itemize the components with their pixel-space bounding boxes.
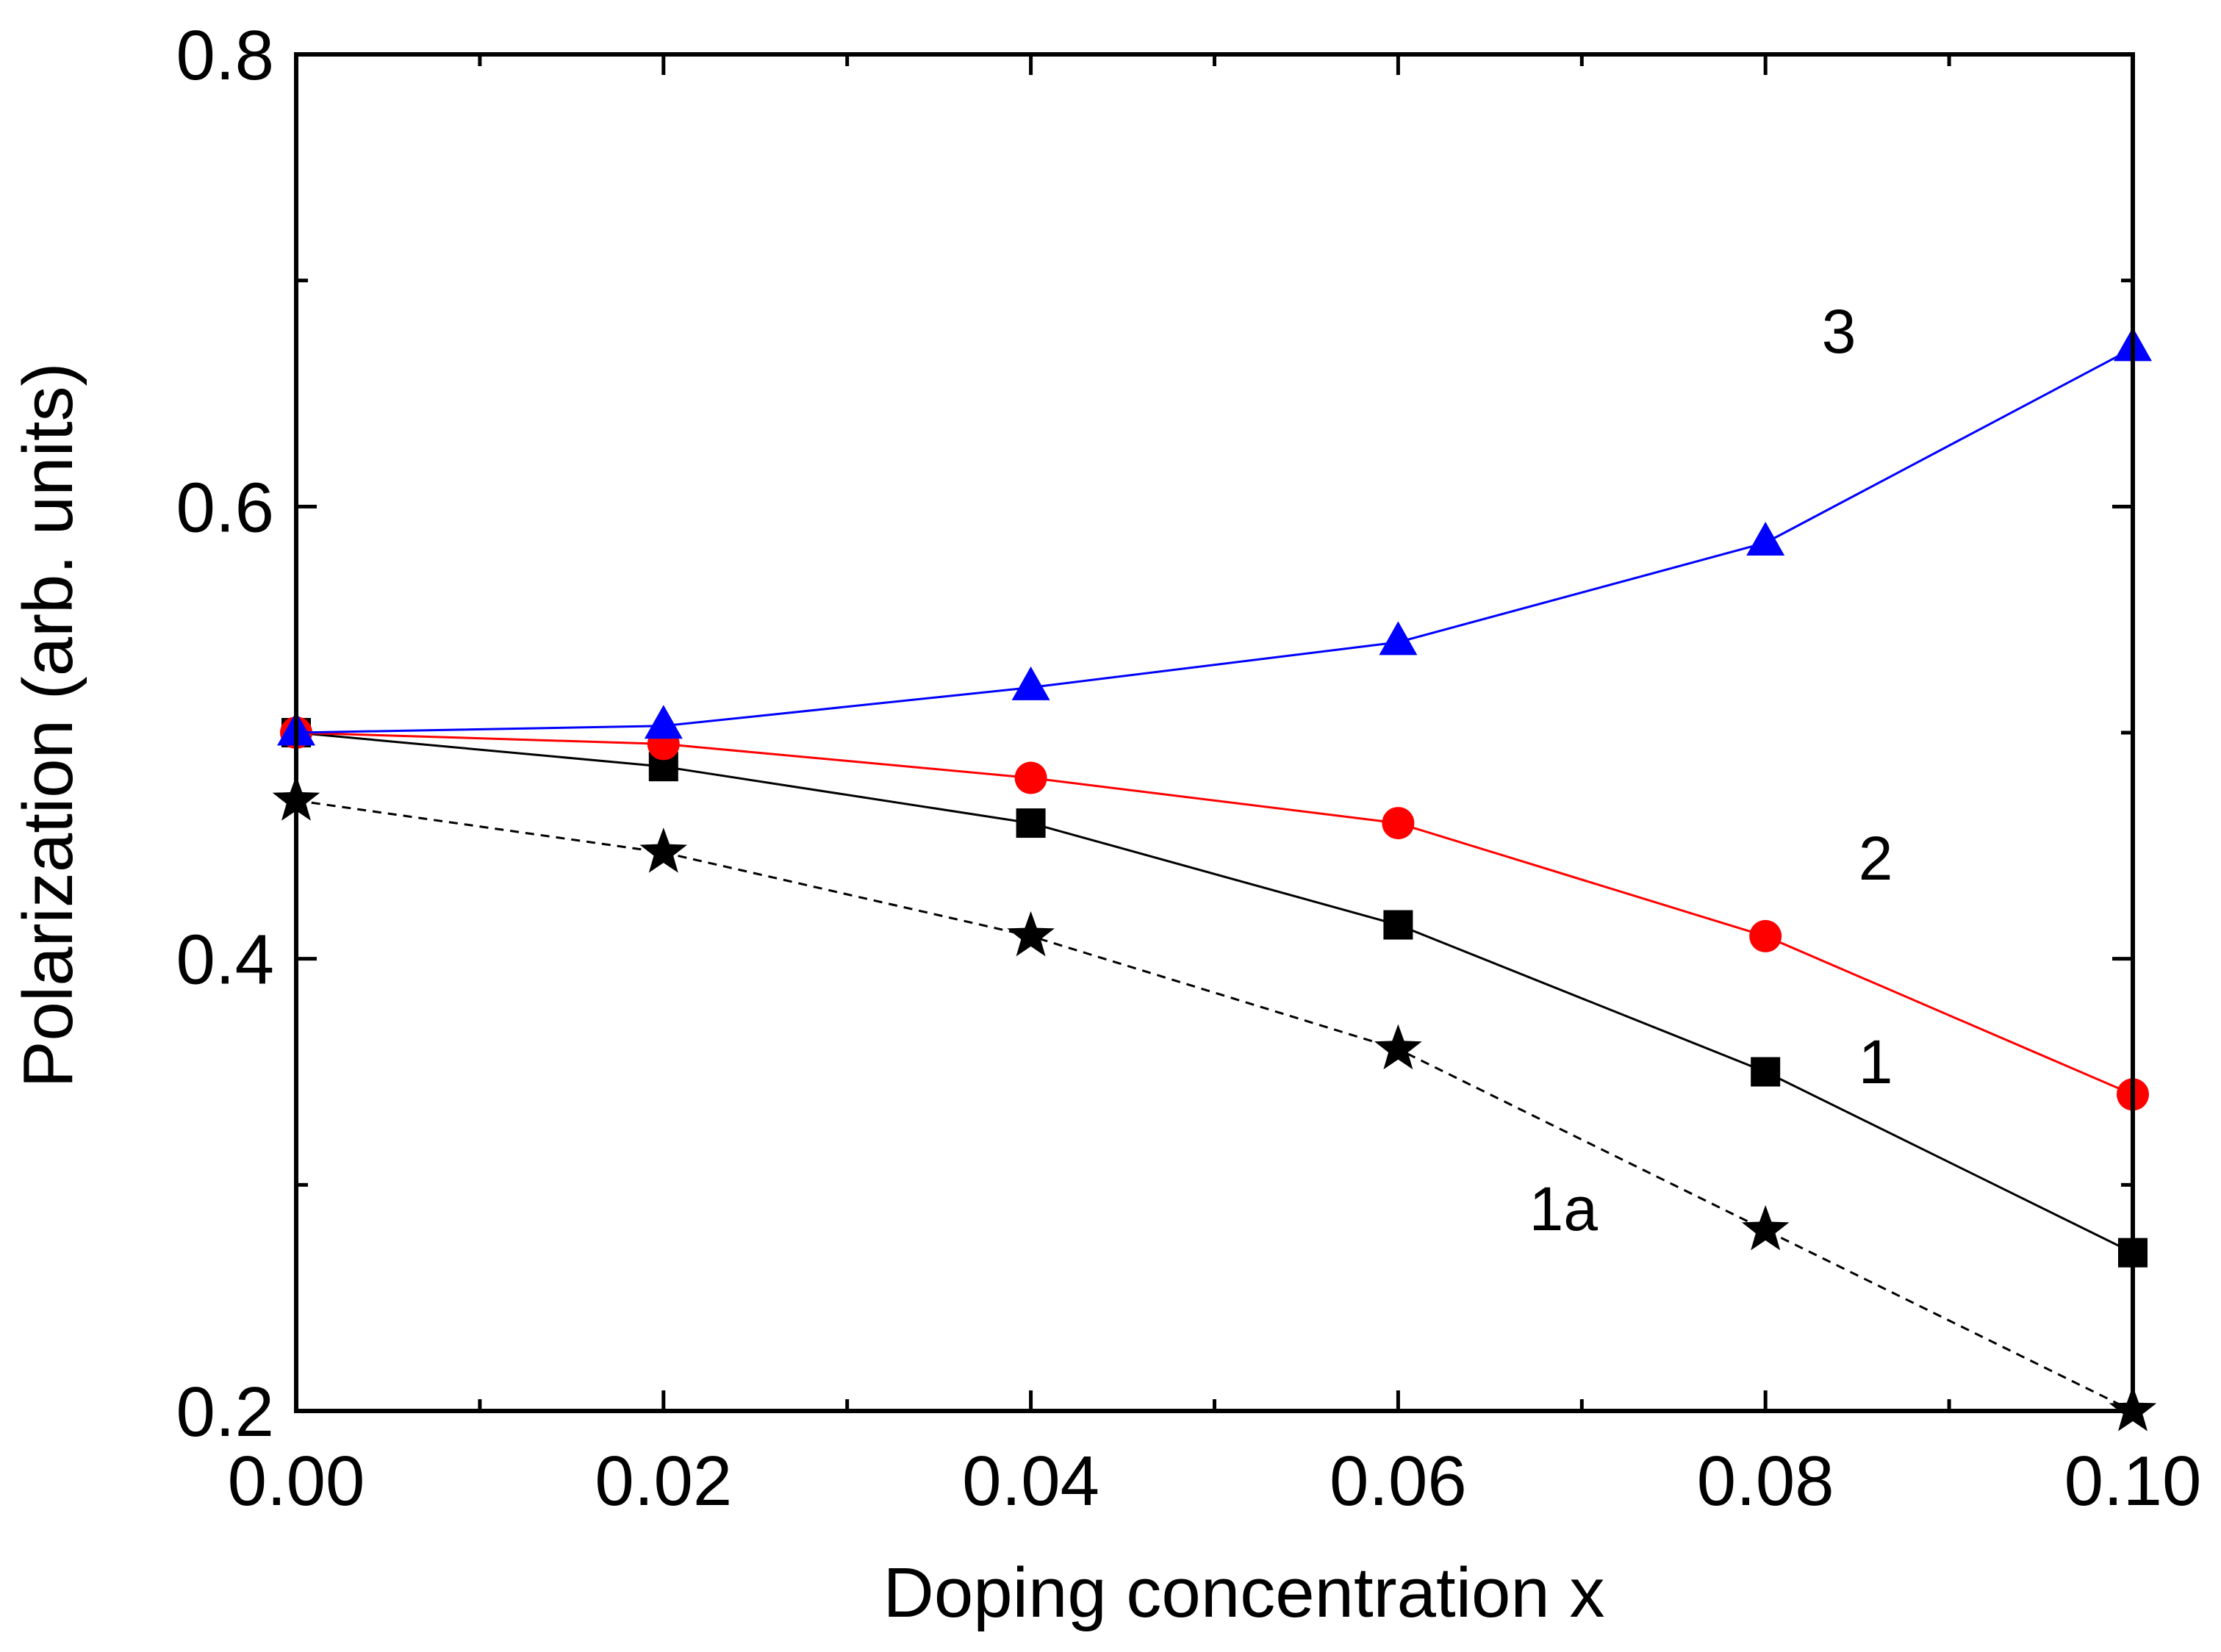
x-tick-label: 0.08 — [1697, 1442, 1834, 1520]
data-point-3 — [1011, 666, 1050, 700]
x-tick-label: 0.10 — [2064, 1442, 2202, 1520]
data-point-1 — [1383, 910, 1413, 940]
series-label-1: 1 — [1859, 1027, 1893, 1096]
series-3 — [277, 327, 2152, 746]
plot-frame — [294, 52, 2135, 1413]
data-point-1a — [1007, 911, 1055, 957]
labels-layer: 1a 1 2 3 — [1529, 297, 1893, 1243]
data-point-2 — [1749, 919, 1782, 952]
x-tick-label: 0.02 — [595, 1442, 732, 1520]
series-label-2: 2 — [1859, 824, 1893, 893]
series-line-2 — [295, 731, 2134, 1096]
series-line-3 — [295, 347, 2134, 734]
data-point-2 — [1382, 807, 1415, 840]
data-point-1a — [1741, 1204, 1790, 1251]
ticks-layer: 0.00 0.02 0.04 0.06 0.08 0.10 0.2 0.4 0.6 0.8 — [176, 16, 2202, 1520]
series-line-1 — [295, 731, 2134, 1254]
y-tick-label: 0.2 — [176, 1373, 274, 1451]
data-point-3 — [1746, 522, 1785, 556]
x-tick-label: 0.06 — [1330, 1442, 1467, 1520]
series-label-3: 3 — [1822, 297, 1856, 366]
y-tick-label: 0.6 — [176, 468, 274, 547]
y-tick-label: 0.8 — [176, 16, 274, 95]
data-point-3 — [1379, 621, 1418, 656]
x-tick-label: 0.04 — [962, 1442, 1099, 1520]
x-tick-label: 0.00 — [228, 1442, 365, 1520]
data-point-2 — [1014, 761, 1047, 794]
x-axis-title: Doping concentration x — [883, 1554, 1605, 1632]
series-line-1a — [295, 799, 2134, 1412]
y-axis-title: Polarization (arb. units) — [9, 362, 87, 1088]
series-layer — [272, 327, 2157, 1432]
data-point-1 — [1751, 1057, 1781, 1087]
data-point-1a — [1374, 1024, 1422, 1070]
data-point-3 — [644, 705, 683, 739]
series-label-1a: 1a — [1529, 1174, 1599, 1243]
data-point-1a — [639, 827, 688, 873]
y-tick-label: 0.4 — [176, 921, 274, 999]
data-point-1 — [1016, 808, 1046, 838]
